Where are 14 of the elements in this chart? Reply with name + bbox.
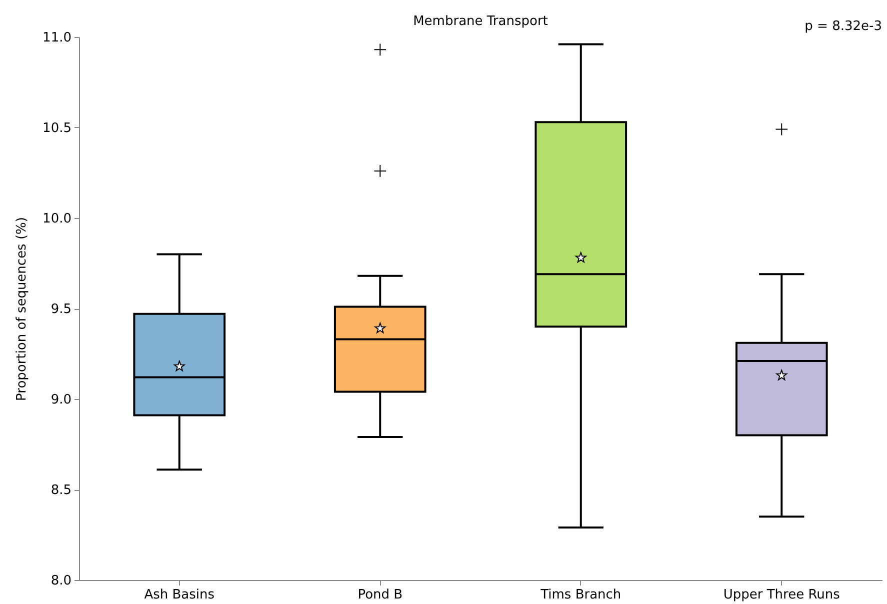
y-axis-title: Proportion of sequences (%) [14, 217, 30, 401]
y-tick-label: 9.5 [50, 302, 72, 317]
x-tick-label: Pond B [358, 588, 403, 602]
x-tick-label: Tims Branch [540, 588, 622, 602]
y-tick-label: 11.0 [42, 30, 72, 46]
x-tick-label: Ash Basins [144, 588, 215, 602]
y-tick-label: 10.0 [42, 212, 72, 226]
x-tick-label: Upper Three Runs [723, 588, 840, 602]
y-tick-label: 8.5 [50, 483, 72, 498]
y-tick-label: 9.0 [50, 392, 72, 408]
y-tick-label: 8.0 [50, 574, 72, 588]
y-tick-label: 10.5 [42, 121, 72, 136]
text: p = 8.32e-3 [804, 19, 882, 34]
chart-title: Membrane Transport [413, 14, 548, 29]
